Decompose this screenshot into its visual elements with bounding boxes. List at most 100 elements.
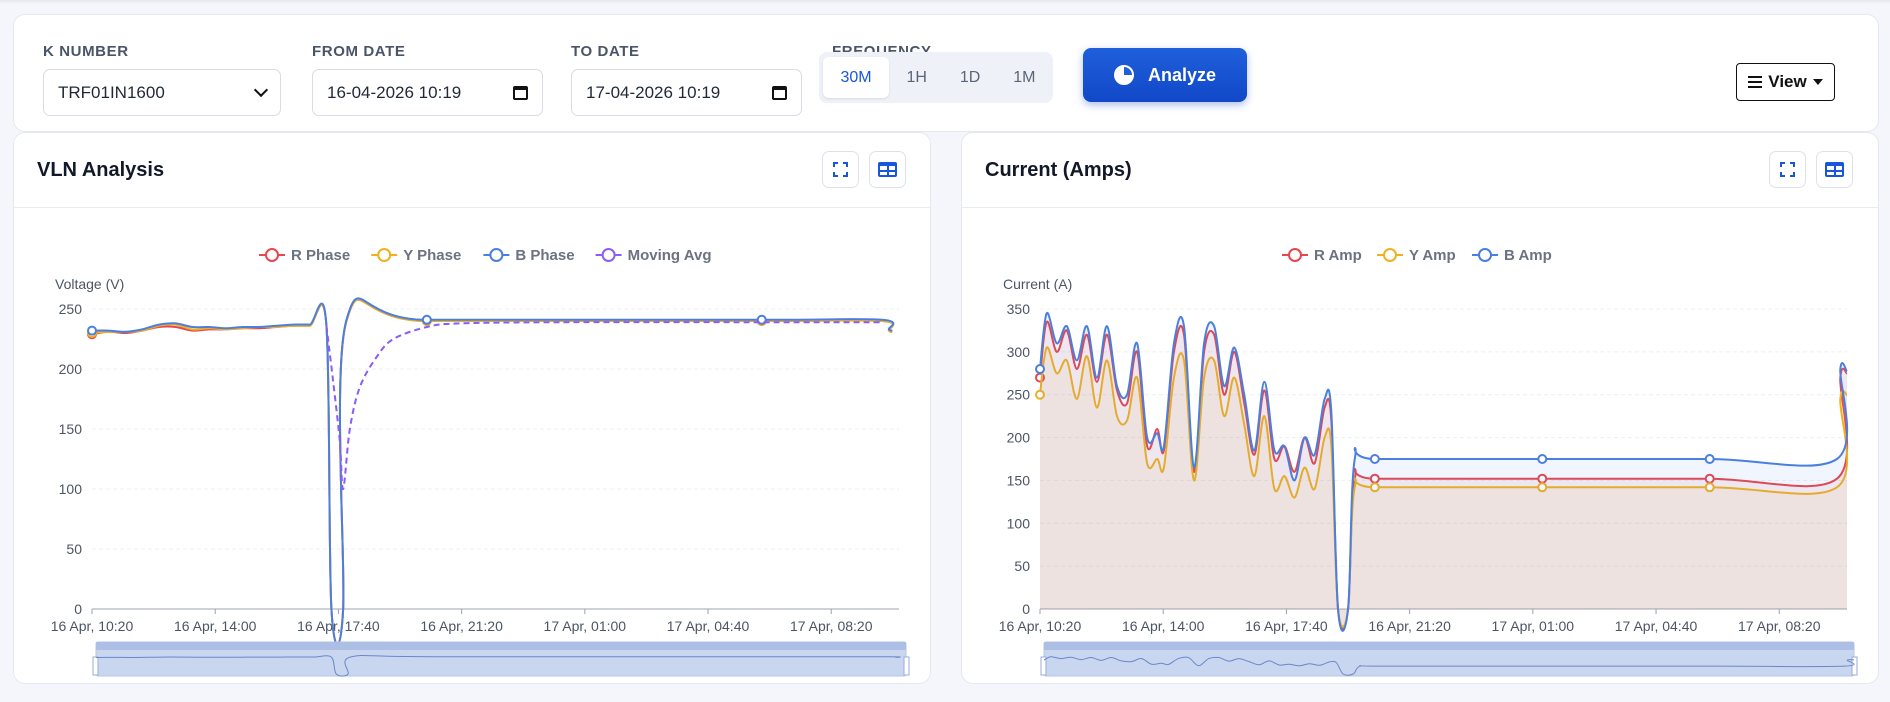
series-line-0 <box>1039 320 1849 631</box>
series-area-2 <box>1040 312 1848 631</box>
expand-icon <box>833 162 848 177</box>
data-point <box>1369 454 1380 464</box>
x-tick-label: 17 Apr, 01:00 <box>1492 618 1575 634</box>
legend-item-b-amp: B Amp <box>1472 247 1552 264</box>
x-tick-label: 17 Apr, 08:20 <box>790 618 873 634</box>
x-tick-label: 16 Apr, 10:20 <box>999 618 1082 634</box>
y-tick-label: 0 <box>1022 601 1030 617</box>
data-point <box>1537 454 1548 464</box>
y-axis-label: Voltage (V) <box>55 276 124 292</box>
legend-item-moving-avg: Moving Avg <box>595 247 712 264</box>
data-point <box>1035 364 1045 374</box>
series-line-0 <box>91 298 895 646</box>
table-icon <box>1825 162 1844 177</box>
slider-handle-bar <box>1044 642 1854 650</box>
vln-table-button[interactable] <box>869 151 906 188</box>
legend-marker <box>1288 248 1302 262</box>
y-axis-label: Current (A) <box>1003 276 1072 292</box>
x-tick-label: 17 Apr, 01:00 <box>544 618 627 634</box>
x-tick-label: 16 Apr, 17:40 <box>297 618 380 634</box>
legend-item-y-phase: Y Phase <box>371 247 461 264</box>
legend-marker <box>377 248 392 262</box>
legend-item-y-amp: Y Amp <box>1377 247 1456 264</box>
x-tick-label: 16 Apr, 21:20 <box>420 618 503 634</box>
x-tick-label: 16 Apr, 14:00 <box>1122 618 1205 634</box>
current-panel-title: Current (Amps) <box>985 159 1132 181</box>
to-date-label: TO DATE <box>571 43 640 60</box>
current-panel-header: Current (Amps) <box>962 133 1878 208</box>
y-tick-label: 100 <box>59 481 83 497</box>
y-tick-label: 300 <box>1007 344 1031 360</box>
k-number-label: K NUMBER <box>43 43 129 60</box>
series-line-2 <box>1039 312 1849 632</box>
k-number-value: TRF01IN1600 <box>58 82 165 102</box>
current-expand-button[interactable] <box>1769 151 1806 188</box>
frequency-option-30m[interactable]: 30M <box>823 57 890 98</box>
top-shadow <box>0 0 1890 4</box>
zoom-slider <box>92 641 910 677</box>
legend-label: R Amp <box>1314 247 1362 264</box>
slider-left-handle <box>92 656 99 676</box>
legend-label: Moving Avg <box>628 247 712 264</box>
view-label: View <box>1768 72 1807 91</box>
y-tick-label: 200 <box>59 361 83 377</box>
zoom-slider <box>1040 641 1858 677</box>
y-tick-label: 150 <box>1007 472 1031 488</box>
chevron-down-icon <box>253 82 269 98</box>
frequency-option-1d[interactable]: 1D <box>959 68 981 86</box>
frequency-toggle-group: 30M 1H 1D 1M <box>819 52 1053 103</box>
frequency-option-1m[interactable]: 1M <box>1013 68 1036 86</box>
legend-marker <box>1478 248 1492 262</box>
to-date-input[interactable]: 17-04-2026 10:19 <box>571 69 802 116</box>
expand-icon <box>1780 162 1795 177</box>
legend-item-r-phase: R Phase <box>259 247 350 264</box>
to-date-field: TO DATE 17-04-2026 10:19 <box>571 43 802 116</box>
legend-label: R Phase <box>291 247 350 264</box>
current-table-button[interactable] <box>1816 151 1853 188</box>
vln-expand-button[interactable] <box>822 151 859 188</box>
series-line-3 <box>325 321 883 491</box>
slider-handle-bar <box>96 642 906 650</box>
data-point <box>1704 482 1715 493</box>
current-chart[interactable]: R Amp Y Amp B Amp Current (A) 0 50 100 150 200 25… <box>962 209 1878 683</box>
frequency-option-1h[interactable]: 1H <box>906 68 927 86</box>
pie-chart-icon <box>1113 65 1134 85</box>
series-line-1 <box>91 298 895 646</box>
k-number-select[interactable]: TRF01IN1600 <box>43 69 281 116</box>
legend-item-b-phase: B Phase <box>483 247 575 264</box>
x-tick-label: 16 Apr, 10:20 <box>51 618 134 634</box>
slider-right-handle <box>903 656 910 676</box>
data-point <box>1537 482 1548 493</box>
legend-marker <box>601 248 616 262</box>
vln-chart[interactable]: R Phase Y Phase B Phase Moving Avg Voltage (… <box>14 209 930 683</box>
legend-label: B Amp <box>1504 247 1552 264</box>
y-tick-label: 250 <box>59 301 83 317</box>
analyze-button[interactable]: Analyze <box>1083 48 1247 102</box>
x-tick-label: 16 Apr, 21:20 <box>1368 618 1451 634</box>
legend-marker <box>265 248 279 262</box>
y-tick-label: 250 <box>1007 387 1031 403</box>
from-date-value: 16-04-2026 10:19 <box>327 82 462 102</box>
slider-right-handle <box>1851 656 1858 676</box>
calendar-icon[interactable] <box>513 85 528 100</box>
y-tick-label: 150 <box>59 421 83 437</box>
y-tick-label: 350 <box>1007 301 1031 317</box>
from-date-input[interactable]: 16-04-2026 10:19 <box>312 69 543 116</box>
legend-label: Y Phase <box>403 247 461 264</box>
y-tick-label: 0 <box>74 601 82 617</box>
table-icon <box>878 162 897 177</box>
view-dropdown-button[interactable]: View <box>1736 63 1835 101</box>
data-point <box>421 314 432 325</box>
legend-label: B Phase <box>515 247 574 264</box>
legend-item-r-amp: R Amp <box>1282 247 1362 264</box>
legend-marker <box>489 248 504 262</box>
data-point <box>1704 454 1715 464</box>
vln-panel-title: VLN Analysis <box>37 159 165 181</box>
from-date-label: FROM DATE <box>312 43 406 60</box>
y-tick-label: 50 <box>1014 558 1030 574</box>
y-tick-label: 50 <box>66 541 82 557</box>
from-date-field: FROM DATE 16-04-2026 10:19 <box>312 43 543 116</box>
y-tick-label: 200 <box>1007 430 1031 446</box>
current-panel: Current (Amps) R Amp Y Amp B Amp Current (A… <box>961 132 1879 684</box>
calendar-icon[interactable] <box>772 85 787 100</box>
